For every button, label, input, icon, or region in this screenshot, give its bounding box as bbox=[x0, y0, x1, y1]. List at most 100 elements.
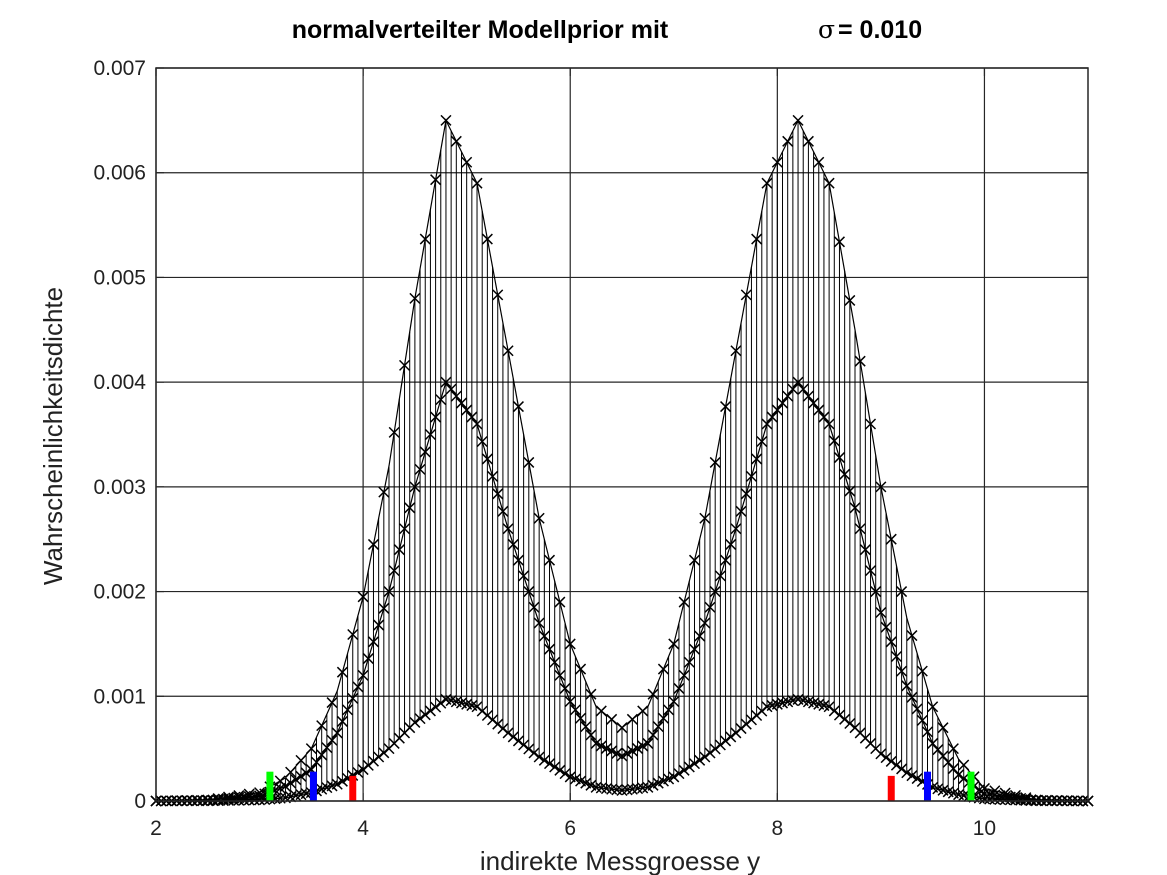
x-marker-point bbox=[450, 135, 462, 147]
x-marker-point bbox=[953, 769, 965, 781]
x-marker-point bbox=[543, 643, 556, 655]
x-marker-point bbox=[782, 135, 794, 147]
x-marker-point bbox=[688, 758, 701, 770]
x-marker-point bbox=[720, 401, 732, 413]
x-marker-point bbox=[564, 695, 576, 708]
x-marker-point bbox=[481, 233, 493, 245]
x-marker-point bbox=[642, 737, 654, 749]
x-marker-point bbox=[637, 705, 649, 717]
x-marker-point bbox=[802, 135, 814, 147]
x-marker-point bbox=[709, 586, 721, 598]
x-marker-point bbox=[554, 764, 566, 776]
x-marker-point bbox=[538, 754, 550, 766]
x-marker-point bbox=[844, 485, 856, 497]
x-marker-point bbox=[823, 418, 835, 430]
x-marker-point bbox=[533, 512, 545, 524]
x-marker-point bbox=[756, 435, 768, 448]
x-marker-point bbox=[699, 751, 711, 763]
x-marker-point bbox=[549, 761, 561, 773]
x-tick-label: 6 bbox=[564, 817, 576, 840]
x-marker-point bbox=[720, 735, 732, 747]
x-marker-point bbox=[409, 481, 421, 493]
x-marker-point bbox=[528, 601, 540, 613]
x-marker-point bbox=[450, 390, 462, 402]
x-marker-point bbox=[916, 714, 928, 726]
x-marker-point bbox=[714, 570, 726, 582]
x-marker-point bbox=[984, 793, 996, 805]
x-marker-point bbox=[673, 682, 685, 694]
x-marker-point bbox=[647, 688, 659, 700]
x-marker-point bbox=[740, 289, 752, 301]
x-marker-point bbox=[305, 743, 317, 755]
x-marker-point bbox=[419, 709, 431, 721]
x-marker-point bbox=[813, 404, 825, 416]
x-marker-point bbox=[911, 773, 923, 785]
x-marker-point bbox=[471, 418, 483, 430]
x-marker-point bbox=[549, 656, 561, 668]
x-marker-point bbox=[502, 523, 514, 535]
x-marker-point bbox=[554, 669, 566, 681]
x-marker-point bbox=[797, 383, 809, 395]
x-marker-point bbox=[487, 470, 499, 482]
x-marker-point bbox=[378, 602, 390, 614]
x-marker-point bbox=[331, 778, 343, 790]
x-marker-point bbox=[947, 743, 959, 755]
x-marker-point bbox=[771, 404, 783, 416]
x-marker-point bbox=[538, 630, 550, 642]
x-marker-point bbox=[331, 727, 343, 739]
x-marker-point bbox=[916, 665, 928, 677]
x-marker-point bbox=[419, 233, 431, 245]
x-marker-point bbox=[735, 505, 747, 517]
x-marker-point bbox=[585, 729, 597, 741]
x-marker-point bbox=[367, 636, 379, 648]
x-marker-point bbox=[310, 756, 323, 768]
x-marker-point bbox=[336, 775, 348, 787]
x-marker-point bbox=[932, 744, 944, 756]
x-marker-point bbox=[880, 621, 892, 633]
x-marker-point bbox=[833, 236, 845, 248]
y-tick-label: 0.005 bbox=[93, 266, 146, 289]
y-tick-label: 0.001 bbox=[93, 685, 146, 708]
x-marker-point bbox=[808, 397, 820, 409]
x-marker-point bbox=[688, 643, 701, 655]
x-marker-point bbox=[471, 177, 483, 189]
x-marker-point bbox=[626, 713, 638, 725]
x-marker-point bbox=[279, 780, 291, 792]
vertical-marker bbox=[266, 771, 274, 801]
x-marker-point bbox=[248, 794, 260, 806]
x-marker-point bbox=[813, 156, 825, 168]
x-marker-point bbox=[771, 156, 783, 168]
x-marker-point bbox=[507, 538, 519, 550]
x-marker-point bbox=[554, 596, 566, 608]
data-layer bbox=[150, 114, 1094, 807]
x-marker-point bbox=[352, 681, 364, 693]
x-marker-point bbox=[694, 630, 706, 642]
x-marker-point bbox=[973, 784, 985, 796]
x-marker-point bbox=[367, 538, 379, 550]
x-marker-point bbox=[714, 739, 726, 751]
x-marker-point bbox=[776, 397, 789, 409]
x-marker-point bbox=[854, 355, 866, 367]
x-marker-point bbox=[927, 701, 939, 713]
x-marker-point bbox=[704, 601, 716, 613]
x-marker-point bbox=[512, 735, 524, 747]
x-marker-point bbox=[683, 761, 695, 773]
x-marker-point bbox=[373, 619, 385, 631]
x-marker-point bbox=[326, 697, 338, 709]
x-marker-point bbox=[761, 418, 773, 430]
x-marker-point bbox=[989, 793, 1001, 805]
x-marker-point bbox=[461, 404, 473, 416]
x-marker-point bbox=[652, 721, 664, 733]
x-marker-point bbox=[854, 523, 866, 535]
x-marker-point bbox=[994, 793, 1006, 806]
x-marker-point bbox=[688, 554, 701, 566]
x-marker-point bbox=[880, 752, 892, 764]
x-marker-point bbox=[865, 565, 877, 577]
x-marker-point bbox=[352, 766, 364, 779]
x-marker-point bbox=[870, 586, 882, 598]
x-marker-point bbox=[668, 695, 680, 708]
x-marker-point bbox=[300, 767, 312, 779]
stems bbox=[160, 120, 1084, 801]
x-marker-point bbox=[492, 488, 504, 500]
